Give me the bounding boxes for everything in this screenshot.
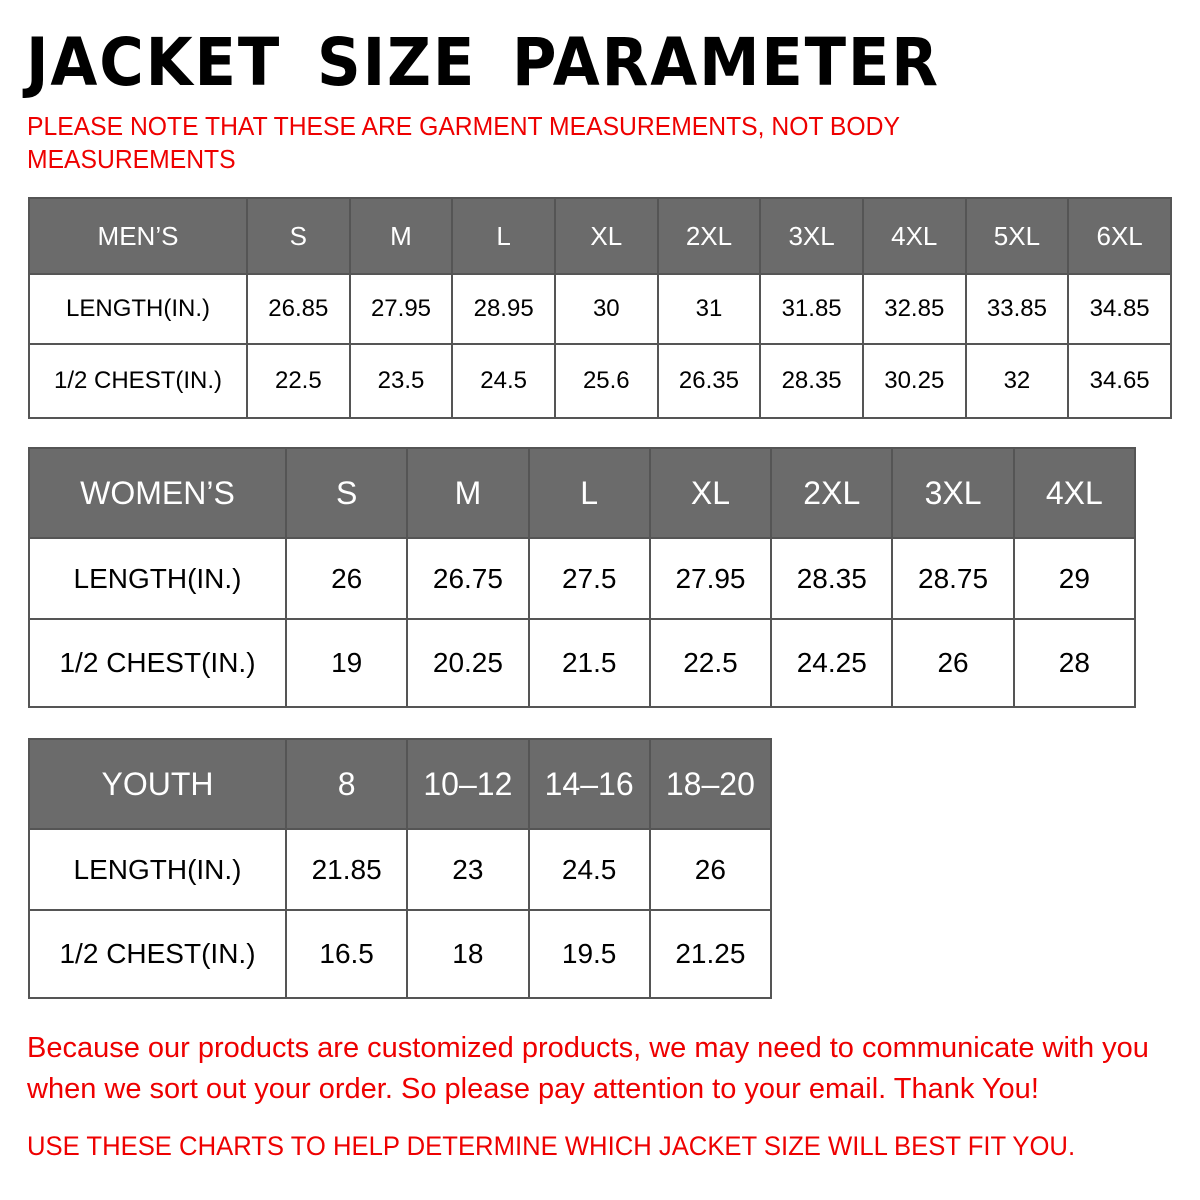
size-header: 2XL xyxy=(770,447,894,539)
size-header: M xyxy=(348,197,454,275)
measurement-cell: 26 xyxy=(284,537,409,620)
measurement-cell: 27.95 xyxy=(648,537,773,620)
measurement-cell: 28.95 xyxy=(451,273,556,345)
youth-size-table: YOUTH 8 10–12 14–16 18–20 LENGTH(IN.) 21.85 23 2… xyxy=(28,738,773,999)
table-row: 1/2 CHEST(IN.) 19 20.25 21.5 22.5 24.25 26 28 xyxy=(28,618,1137,708)
measurement-cell: 26.85 xyxy=(246,273,351,345)
measurement-cell: 18 xyxy=(406,909,530,999)
mens-size-table: MEN’S S M L XL 2XL 3XL 4XL 5XL 6XL LENGTH(IN.) 26.8… xyxy=(28,197,1172,419)
row-label: LENGTH(IN.) xyxy=(28,537,287,620)
measurement-cell: 32.85 xyxy=(861,273,967,345)
measurement-cell: 31.85 xyxy=(759,273,864,345)
row-label: 1/2 CHEST(IN.) xyxy=(28,618,287,708)
table-row: 1/2 CHEST(IN.) 22.5 23.5 24.5 25.6 26.35 28.35… xyxy=(28,343,1172,419)
table-row: 1/2 CHEST(IN.) 16.5 18 19.5 21.25 xyxy=(28,909,773,999)
measurement-cell: 19.5 xyxy=(527,909,651,999)
measurement-cell: 25.6 xyxy=(553,343,659,419)
measurement-cell: 16.5 xyxy=(284,909,409,999)
size-header: 5XL xyxy=(964,197,1070,275)
measurement-cell: 27.95 xyxy=(348,273,454,345)
size-header: 2XL xyxy=(656,197,762,275)
header-row: YOUTH 8 10–12 14–16 18–20 xyxy=(28,738,773,830)
measurement-cell: 21.85 xyxy=(284,828,409,911)
measurement-note: PLEASE NOTE THAT THESE ARE GARMENT MEASU… xyxy=(27,111,900,174)
measurement-cell: 29 xyxy=(1012,537,1137,620)
table-row: LENGTH(IN.) 26 26.75 27.5 27.95 28.35 28.75 29 xyxy=(28,537,1137,620)
category-header: WOMEN’S xyxy=(28,447,287,539)
header-row: WOMEN’S S M L XL 2XL 3XL 4XL xyxy=(28,447,1137,539)
measurement-cell: 24.5 xyxy=(451,343,556,419)
size-header: L xyxy=(451,197,556,275)
page-title: JACKET SIZE PARAMETER xyxy=(26,24,940,101)
measurement-cell: 22.5 xyxy=(648,618,773,708)
table-row: LENGTH(IN.) 26.85 27.95 28.95 30 31 31.85 32.85… xyxy=(28,273,1172,345)
measurement-cell: 24.5 xyxy=(527,828,651,911)
measurement-cell: 28.35 xyxy=(770,537,894,620)
row-label: 1/2 CHEST(IN.) xyxy=(28,343,248,419)
size-header: 3XL xyxy=(891,447,1015,539)
measurement-cell: 30 xyxy=(553,273,659,345)
measurement-cell: 19 xyxy=(284,618,409,708)
measurement-cell: 28.75 xyxy=(891,537,1015,620)
size-header: XL xyxy=(648,447,773,539)
row-label: LENGTH(IN.) xyxy=(28,273,248,345)
measurement-cell: 28 xyxy=(1012,618,1137,708)
category-header: YOUTH xyxy=(28,738,287,830)
size-header: S xyxy=(284,447,409,539)
measurement-cell: 31 xyxy=(656,273,762,345)
header-row: MEN’S S M L XL 2XL 3XL 4XL 5XL 6XL xyxy=(28,197,1172,275)
measurement-cell: 27.5 xyxy=(527,537,651,620)
measurement-cell: 33.85 xyxy=(964,273,1070,345)
size-header: 10–12 xyxy=(406,738,530,830)
footer-note: USE THESE CHARTS TO HELP DETERMINE WHICH… xyxy=(27,1131,1076,1161)
measurement-cell: 23 xyxy=(406,828,530,911)
measurement-cell: 26.35 xyxy=(656,343,762,419)
measurement-cell: 22.5 xyxy=(246,343,351,419)
size-header: 4XL xyxy=(861,197,967,275)
size-header: S xyxy=(246,197,351,275)
size-header: 14–16 xyxy=(527,738,651,830)
measurement-cell: 32 xyxy=(964,343,1070,419)
measurement-cell: 24.25 xyxy=(770,618,894,708)
measurement-cell: 34.85 xyxy=(1067,273,1172,345)
size-header: 3XL xyxy=(759,197,864,275)
measurement-cell: 26.75 xyxy=(406,537,530,620)
size-header: XL xyxy=(553,197,659,275)
category-header: MEN’S xyxy=(28,197,248,275)
measurement-cell: 28.35 xyxy=(759,343,864,419)
measurement-cell: 34.65 xyxy=(1067,343,1172,419)
measurement-cell: 21.5 xyxy=(527,618,651,708)
measurement-cell: 30.25 xyxy=(861,343,967,419)
measurement-cell: 26 xyxy=(891,618,1015,708)
size-header: L xyxy=(527,447,651,539)
measurement-cell: 26 xyxy=(648,828,773,911)
measurement-cell: 23.5 xyxy=(348,343,454,419)
size-header: 6XL xyxy=(1067,197,1172,275)
table-row: LENGTH(IN.) 21.85 23 24.5 26 xyxy=(28,828,773,911)
size-header: 18–20 xyxy=(648,738,773,830)
measurement-cell: 20.25 xyxy=(406,618,530,708)
womens-size-table: WOMEN’S S M L XL 2XL 3XL 4XL LENGTH(IN.) 26 26.75 2… xyxy=(28,447,1137,708)
size-header: M xyxy=(406,447,530,539)
size-header: 4XL xyxy=(1012,447,1137,539)
row-label: 1/2 CHEST(IN.) xyxy=(28,909,287,999)
customization-message: Because our products are customized prod… xyxy=(27,1032,1149,1105)
size-header: 8 xyxy=(284,738,409,830)
row-label: LENGTH(IN.) xyxy=(28,828,287,911)
measurement-cell: 21.25 xyxy=(648,909,773,999)
